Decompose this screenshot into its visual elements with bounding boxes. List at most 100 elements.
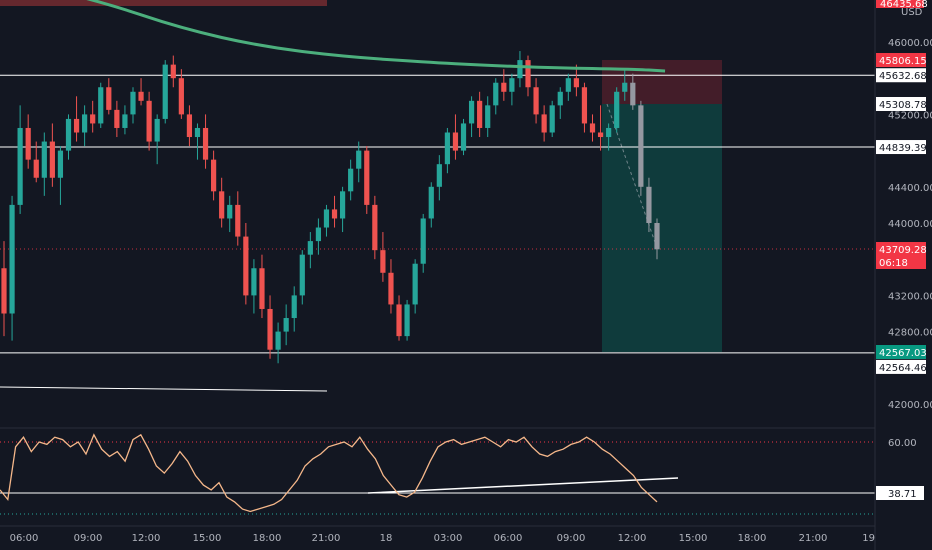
candle <box>243 223 249 305</box>
price-tick-label: 44400.00 <box>888 183 932 194</box>
candle <box>404 299 410 341</box>
candle <box>412 259 418 314</box>
candle-body <box>452 132 459 151</box>
candle-body <box>372 204 378 251</box>
candle-body <box>186 114 193 138</box>
candle <box>348 159 354 201</box>
candle-body <box>565 78 571 92</box>
candle-body <box>130 91 136 115</box>
candle-body <box>436 164 442 187</box>
candle-body <box>557 91 563 106</box>
candle-body <box>541 114 547 133</box>
candle <box>323 204 330 237</box>
top-partial-label: 46435.68 <box>880 0 928 10</box>
candle-body <box>622 82 628 92</box>
candle <box>557 87 563 119</box>
candle-body <box>122 114 128 128</box>
candle-body <box>267 308 273 350</box>
candle-body <box>98 87 104 124</box>
support-trendline[interactable] <box>0 386 328 392</box>
candle-body <box>323 209 330 228</box>
rsi-trendline[interactable] <box>367 477 679 494</box>
candle <box>372 195 378 260</box>
candle-body <box>17 127 23 205</box>
rsi-upper-label: 60.00 <box>888 438 917 449</box>
candle-body <box>146 100 152 142</box>
candle <box>211 150 217 201</box>
candle-body <box>57 150 64 178</box>
candle <box>202 114 209 169</box>
candle <box>597 105 604 151</box>
candle-body <box>299 254 305 296</box>
candle <box>396 295 402 341</box>
candle-body <box>606 127 612 138</box>
candle <box>162 60 168 124</box>
candle-body <box>493 82 499 106</box>
candle <box>589 114 596 142</box>
time-tick-label: 03:00 <box>434 533 463 544</box>
candle <box>291 286 297 332</box>
candle-body <box>533 87 539 115</box>
position-stop-zone <box>602 60 722 104</box>
top-stop-zone <box>0 0 327 6</box>
candle <box>130 87 136 124</box>
candle <box>388 259 394 314</box>
time-tick-label: 21:00 <box>312 533 341 544</box>
level-2-price-label: 42564.46 <box>879 363 927 374</box>
candle <box>73 96 80 142</box>
rsi-lower-tag <box>876 486 924 500</box>
countdown-label: 06:18 <box>879 258 908 269</box>
level-1-price-label: 44839.39 <box>879 143 927 154</box>
candle-body <box>380 250 386 273</box>
currency-label: USD <box>901 7 923 18</box>
target-price-tag <box>876 345 926 359</box>
candle-body <box>614 91 620 128</box>
candle-body <box>654 223 660 250</box>
candle <box>17 105 23 214</box>
time-tick-label: 06:00 <box>10 533 39 544</box>
candle-body <box>25 127 31 160</box>
candle <box>219 177 225 228</box>
candle <box>154 114 160 165</box>
candle-body <box>235 204 241 237</box>
candle <box>90 100 96 133</box>
time-tick-label: 09:00 <box>557 533 586 544</box>
candle-body <box>501 82 507 92</box>
candle <box>331 195 338 228</box>
candle-body <box>525 60 531 88</box>
level-0-price-tag <box>876 68 926 83</box>
candle-body <box>73 118 80 133</box>
candle-body <box>597 132 604 138</box>
price-tick-label: 43200.00 <box>888 291 932 302</box>
candle-body <box>549 105 555 133</box>
position-target-zone <box>602 104 722 352</box>
candle-body <box>396 304 402 337</box>
time-tick-label: 18 <box>380 533 393 544</box>
candle <box>299 250 305 305</box>
candle <box>485 96 491 138</box>
candle-body <box>283 318 289 332</box>
candle-body <box>251 268 257 296</box>
time-tick-label: 09:00 <box>74 533 103 544</box>
candle <box>307 232 313 269</box>
candle <box>138 78 144 106</box>
candle <box>25 114 31 169</box>
candle <box>646 177 652 233</box>
candle-body <box>420 218 426 264</box>
candle-body <box>178 78 184 115</box>
candle <box>622 69 628 101</box>
time-tick-label: 21:00 <box>799 533 828 544</box>
level-2-price-tag <box>876 359 926 374</box>
rsi-line <box>0 433 658 513</box>
candle-body <box>243 236 249 296</box>
price-axis <box>875 0 932 550</box>
candle-body <box>630 82 636 106</box>
candle <box>468 96 475 138</box>
candle <box>227 195 233 233</box>
candle <box>493 78 499 115</box>
time-tick-label: 19 <box>862 533 875 544</box>
candle-body <box>509 78 515 92</box>
candle-body <box>348 168 354 192</box>
candle <box>57 146 64 205</box>
